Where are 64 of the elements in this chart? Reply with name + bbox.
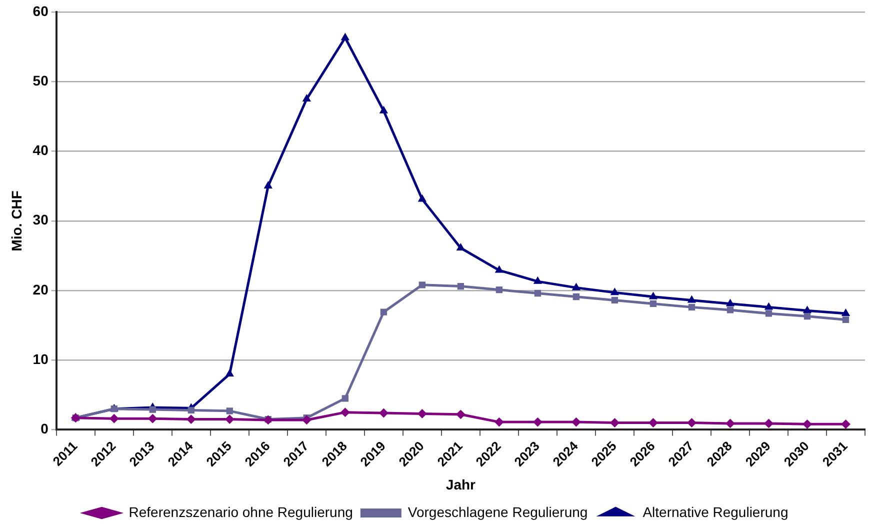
y-tick-label: 50 [32, 72, 49, 88]
point [340, 408, 350, 417]
point [342, 395, 348, 402]
x-axis-title: Jahr [446, 476, 476, 492]
point [456, 410, 466, 419]
point [611, 296, 618, 304]
point [842, 308, 850, 316]
point [496, 286, 503, 294]
point [726, 299, 734, 306]
point [534, 290, 542, 297]
point [302, 415, 312, 424]
y-tick-label: 20 [32, 281, 49, 298]
point [610, 418, 620, 428]
legend-label: Referenzszenario ohne Regulierung [128, 504, 353, 520]
y-tick-label: 30 [32, 212, 49, 228]
y-axis-title: Mio. CHF [8, 190, 24, 252]
point [302, 94, 311, 102]
point [495, 266, 504, 273]
point [803, 306, 812, 314]
point [418, 409, 427, 418]
y-tick-label: 0 [40, 420, 49, 437]
legend-label: Vorgeschlagene Regulierung [408, 504, 588, 520]
point [648, 418, 658, 428]
point [572, 293, 580, 300]
point [688, 296, 696, 303]
point [687, 418, 696, 428]
point [726, 418, 735, 428]
legend-label: Alternative Regulierung [642, 504, 788, 520]
point [226, 370, 234, 377]
point [649, 292, 658, 300]
point [380, 106, 388, 114]
point [534, 276, 542, 284]
point [533, 418, 542, 427]
point [765, 310, 772, 317]
point [418, 194, 426, 202]
point [149, 406, 156, 413]
point [341, 33, 350, 40]
point [225, 414, 234, 424]
point [456, 244, 465, 251]
point [688, 304, 696, 311]
point [110, 414, 119, 424]
y-tick-label: 10 [32, 350, 49, 367]
point [418, 282, 426, 288]
point [494, 418, 504, 427]
point [764, 302, 773, 310]
point [188, 406, 194, 414]
point [842, 316, 850, 324]
point [572, 418, 581, 427]
point [650, 300, 657, 308]
point [804, 312, 811, 320]
point [264, 182, 272, 189]
point [841, 420, 850, 429]
point [148, 414, 158, 424]
point [726, 306, 734, 314]
point [226, 408, 233, 414]
point [380, 308, 388, 316]
point [379, 408, 388, 418]
y-tick-label: 40 [32, 142, 49, 158]
point [572, 283, 580, 290]
point [802, 420, 812, 429]
point [610, 288, 619, 296]
point [457, 282, 464, 290]
y-tick-label: 60 [32, 2, 49, 19]
point [764, 418, 774, 428]
